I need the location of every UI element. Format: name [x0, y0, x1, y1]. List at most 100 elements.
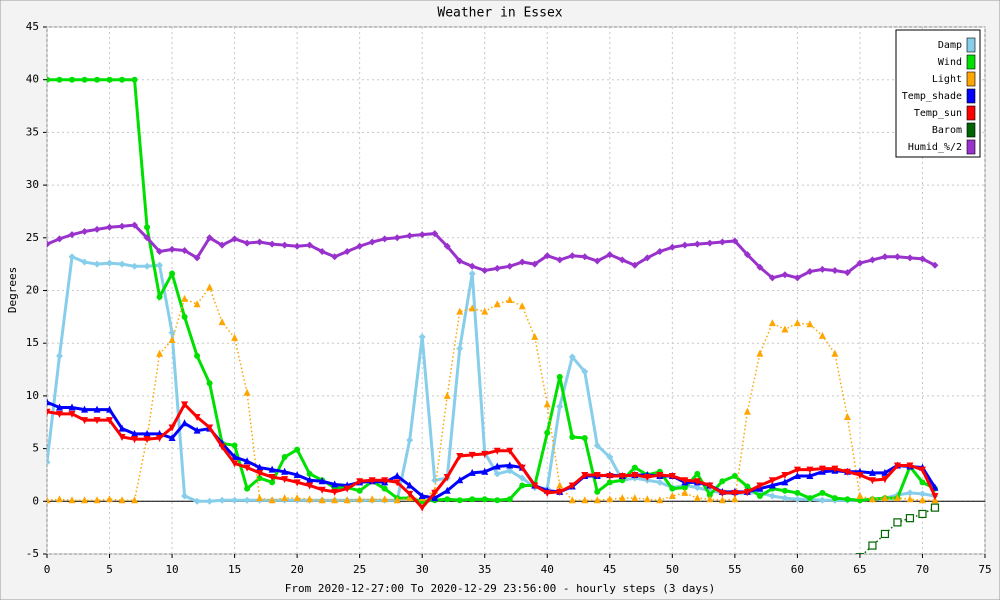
point [843, 269, 851, 277]
point [493, 462, 501, 470]
point [893, 253, 901, 261]
x-tick-label: 55 [728, 563, 741, 576]
point [269, 479, 276, 486]
point [855, 553, 865, 554]
point [631, 261, 639, 269]
point [47, 240, 51, 248]
point [706, 482, 714, 490]
point [930, 503, 940, 512]
point [931, 493, 939, 501]
point [844, 496, 851, 503]
point [868, 477, 876, 485]
point [593, 471, 601, 479]
point [318, 486, 326, 494]
legend: Damp Wind Light Temp_shade Temp_sun Barom Humi… [895, 29, 981, 158]
point [518, 258, 526, 266]
point [181, 492, 189, 500]
point [456, 497, 463, 504]
point [506, 461, 514, 469]
point [706, 491, 713, 498]
point [343, 496, 351, 504]
point [318, 477, 326, 485]
point [156, 248, 164, 256]
point [181, 401, 189, 409]
point [131, 76, 138, 83]
point [818, 265, 826, 273]
point [806, 320, 814, 328]
point [68, 410, 76, 418]
point [331, 488, 339, 496]
point [218, 241, 226, 249]
point [268, 474, 276, 482]
point [681, 241, 689, 249]
point [243, 388, 251, 396]
point [406, 436, 414, 444]
legend-swatch [966, 37, 976, 53]
x-tick-label: 15 [228, 563, 241, 576]
point [443, 391, 451, 399]
point [468, 468, 476, 476]
point [106, 223, 114, 231]
point [781, 471, 789, 479]
point [918, 509, 927, 519]
point [781, 478, 789, 486]
point [206, 380, 213, 387]
point [231, 333, 239, 341]
point [293, 242, 301, 250]
point [231, 453, 239, 461]
point [606, 479, 613, 486]
point [343, 248, 351, 256]
point [293, 494, 301, 502]
point [693, 478, 701, 486]
point [56, 76, 63, 83]
point [281, 454, 288, 461]
point [493, 300, 501, 308]
point [893, 518, 902, 527]
point [843, 412, 851, 420]
point [793, 495, 801, 503]
point [256, 494, 264, 502]
point [618, 473, 626, 481]
point [481, 307, 489, 315]
point [331, 480, 339, 488]
y-tick-label: 20 [26, 284, 39, 297]
legend-swatch [966, 71, 976, 87]
point [393, 472, 401, 480]
legend-swatch [966, 122, 976, 138]
point [581, 471, 589, 479]
y-tick-label: 35 [26, 125, 39, 138]
point [231, 460, 239, 468]
point [93, 260, 101, 268]
point [281, 494, 289, 502]
point [168, 336, 176, 344]
point [744, 483, 751, 490]
x-tick-label: 35 [478, 563, 491, 576]
point [206, 283, 214, 291]
point [118, 496, 126, 504]
point [918, 466, 926, 474]
point [368, 477, 376, 485]
point [193, 497, 201, 505]
point [93, 405, 101, 413]
point [506, 496, 513, 503]
point [81, 76, 88, 83]
point [68, 496, 76, 504]
point [106, 417, 114, 425]
point [468, 270, 476, 278]
point [669, 485, 676, 492]
point [381, 235, 389, 243]
point [593, 441, 601, 449]
point [556, 481, 564, 489]
point [406, 481, 414, 489]
point [168, 245, 176, 253]
point [656, 248, 664, 256]
point [206, 234, 214, 242]
legend-label: Wind [938, 57, 962, 68]
point [144, 224, 151, 231]
point [531, 482, 539, 490]
point [181, 313, 188, 320]
point [143, 234, 151, 242]
point [443, 486, 451, 494]
point [606, 251, 614, 259]
point [256, 463, 264, 471]
